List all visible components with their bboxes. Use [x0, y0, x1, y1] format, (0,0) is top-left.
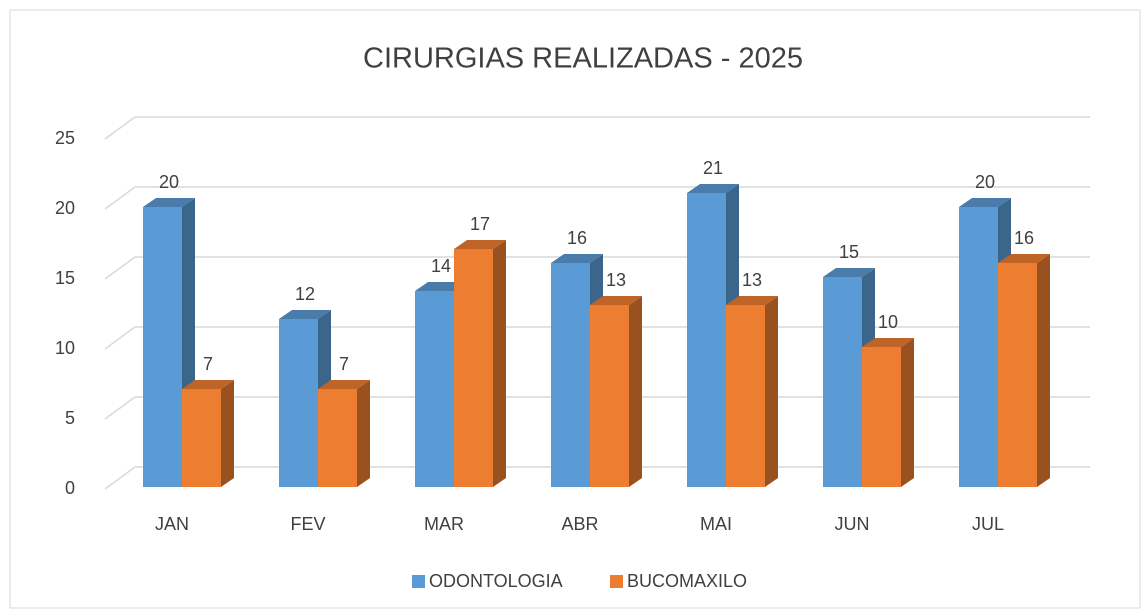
data-label: 20 — [159, 172, 179, 192]
legend-swatch — [412, 575, 425, 588]
bar-top — [454, 240, 506, 249]
data-label: 16 — [567, 228, 587, 248]
data-label: 21 — [703, 158, 723, 178]
y-tick-label: 25 — [55, 128, 75, 148]
x-tick-label: JUN — [835, 514, 870, 534]
bar-side — [357, 380, 370, 487]
data-label: 12 — [295, 284, 315, 304]
data-label: 13 — [606, 270, 626, 290]
data-label: 10 — [878, 312, 898, 332]
bar-side — [1037, 254, 1050, 487]
bar — [551, 263, 590, 487]
bar-side — [629, 296, 642, 487]
bar — [726, 305, 765, 487]
bar-top — [862, 338, 914, 347]
bar-top — [998, 254, 1050, 263]
bar-side — [221, 380, 234, 487]
legend-label: ODONTOLOGIA — [429, 571, 563, 591]
y-tick-label: 15 — [55, 268, 75, 288]
data-label: 13 — [742, 270, 762, 290]
data-label: 15 — [839, 242, 859, 262]
bar — [318, 389, 357, 487]
bar-top — [959, 198, 1011, 207]
x-tick-label: FEV — [290, 514, 325, 534]
legend-label: BUCOMAXILO — [627, 571, 747, 591]
bar-side — [765, 296, 778, 487]
bar-top — [143, 198, 195, 207]
data-label: 7 — [339, 354, 349, 374]
data-label: 20 — [975, 172, 995, 192]
grid-line — [104, 256, 1090, 280]
bar — [143, 207, 182, 487]
bar-top — [551, 254, 603, 263]
data-label: 14 — [431, 256, 451, 276]
data-label: 16 — [1014, 228, 1034, 248]
bar — [454, 249, 493, 487]
data-label: 7 — [203, 354, 213, 374]
bar — [823, 277, 862, 487]
grid-line — [104, 186, 1090, 210]
bar-side — [493, 240, 506, 487]
bar — [415, 291, 454, 487]
bar — [959, 207, 998, 487]
bar-top — [590, 296, 642, 305]
bar — [687, 193, 726, 487]
bar-top — [182, 380, 234, 389]
y-tick-label: 5 — [65, 408, 75, 428]
x-tick-label: MAI — [700, 514, 732, 534]
grid-line — [104, 116, 1090, 140]
x-tick-label: JAN — [155, 514, 189, 534]
bar-side — [901, 338, 914, 487]
bar-top — [687, 184, 739, 193]
x-tick-label: ABR — [561, 514, 598, 534]
y-tick-label: 0 — [65, 478, 75, 498]
bar-top — [318, 380, 370, 389]
x-tick-label: JUL — [972, 514, 1004, 534]
bar — [182, 389, 221, 487]
bar-top — [726, 296, 778, 305]
y-tick-label: 20 — [55, 198, 75, 218]
chart-title: CIRURGIAS REALIZADAS - 2025 — [363, 43, 803, 75]
bar — [279, 319, 318, 487]
legend-swatch — [610, 575, 623, 588]
bar — [998, 263, 1037, 487]
x-tick-label: MAR — [424, 514, 464, 534]
y-tick-label: 10 — [55, 338, 75, 358]
bar — [862, 347, 901, 487]
bar-top — [823, 268, 875, 277]
data-label: 17 — [470, 214, 490, 234]
bar-top — [279, 310, 331, 319]
bar — [590, 305, 629, 487]
